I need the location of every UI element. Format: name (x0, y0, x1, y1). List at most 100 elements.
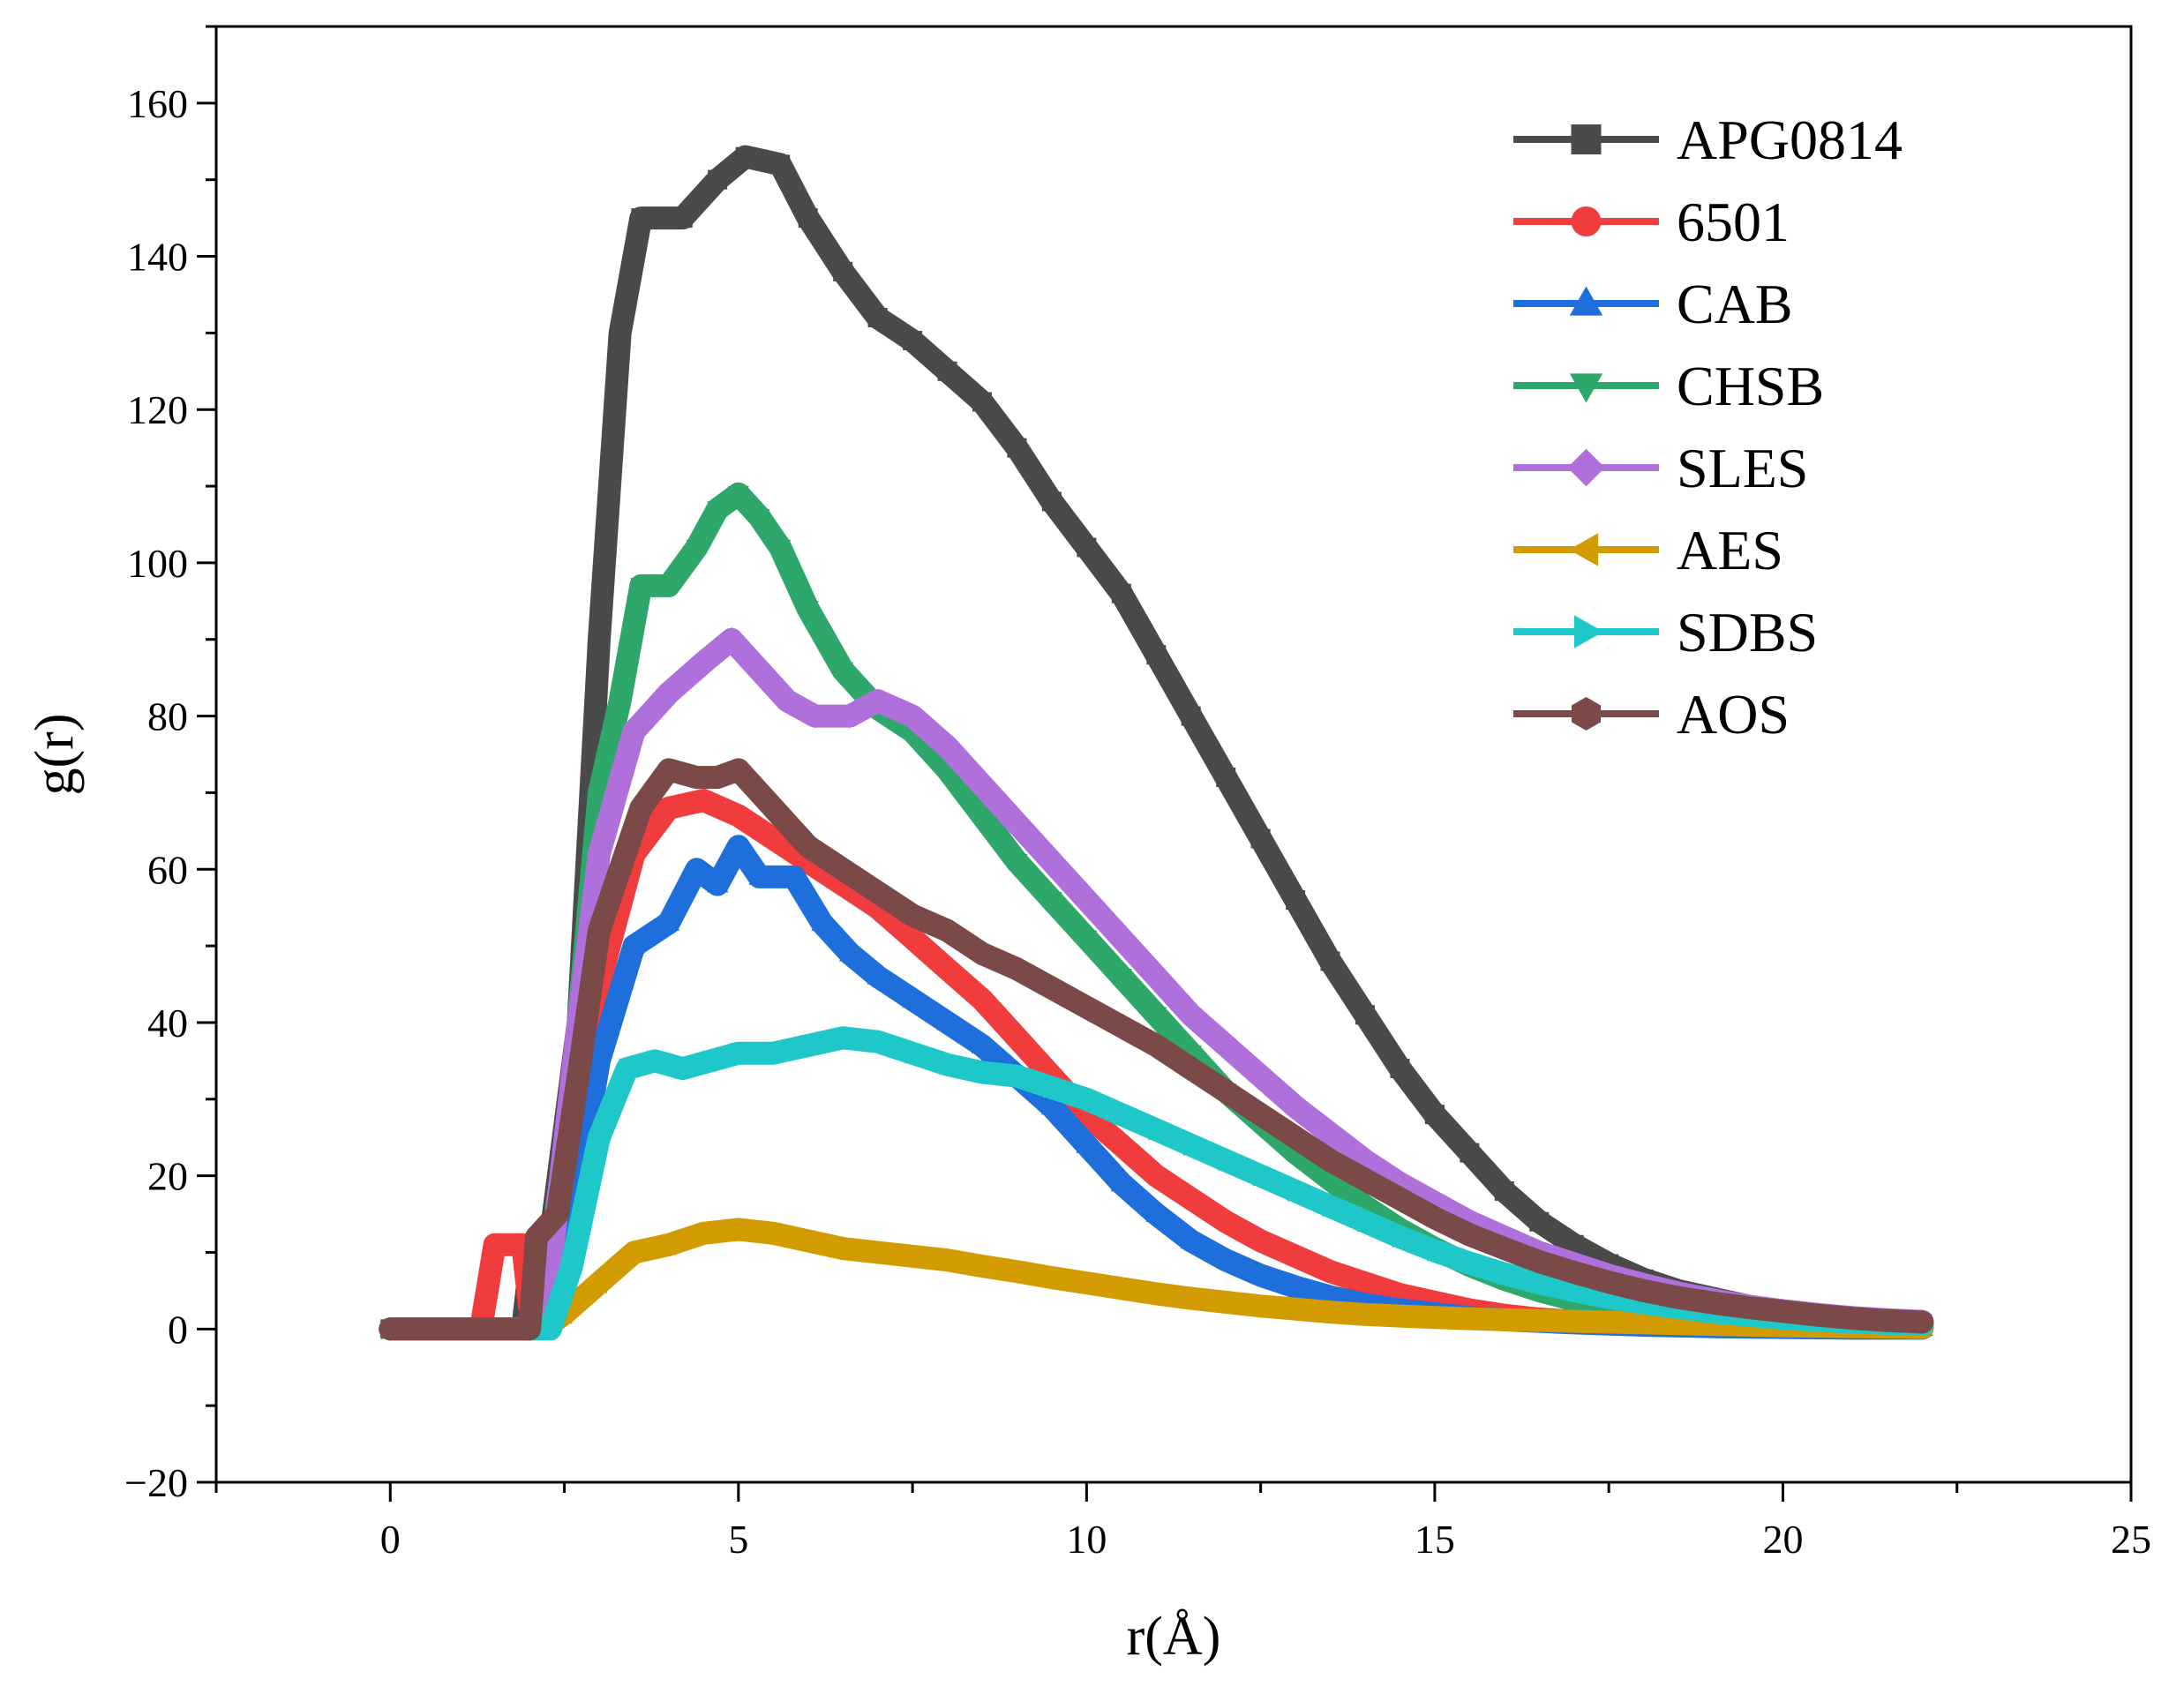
data-point (937, 959, 957, 979)
data-point (591, 1127, 611, 1149)
data-point (1357, 1211, 1377, 1233)
data-point (1388, 1305, 1408, 1327)
x-tick-label: 10 (1066, 1517, 1107, 1562)
data-point (702, 1050, 722, 1072)
data-point (1146, 645, 1167, 665)
data-point (1145, 1203, 1167, 1222)
data-point (1632, 1312, 1652, 1334)
x-tick-label: 0 (380, 1517, 401, 1562)
data-point (1146, 1166, 1167, 1186)
data-point (1284, 1275, 1307, 1295)
data-point (972, 392, 992, 412)
y-tick-label: 140 (127, 235, 188, 280)
data-point (797, 1230, 816, 1252)
data-point (970, 772, 994, 798)
data-point (901, 988, 924, 1008)
data-point (708, 169, 728, 190)
data-point (672, 208, 693, 229)
data-point (1460, 1143, 1480, 1163)
data-point (799, 835, 818, 858)
data-point (802, 703, 828, 729)
data-point (833, 858, 852, 881)
data-point (867, 881, 888, 903)
data-point (1252, 1165, 1272, 1187)
data-point (1078, 1088, 1099, 1110)
data-point (1109, 926, 1134, 951)
data-point (1181, 1188, 1201, 1209)
data-point (833, 261, 853, 281)
data-point (1320, 951, 1340, 971)
data-point (866, 1241, 886, 1263)
data-point (1042, 977, 1062, 1000)
data-point (904, 1042, 924, 1064)
data-point (1039, 849, 1064, 874)
legend-marker (1572, 696, 1601, 731)
data-point (1808, 1304, 1828, 1327)
data-point (1565, 1261, 1584, 1284)
data-point (657, 680, 681, 706)
legend-item-chsb: CHSB (1513, 355, 1824, 417)
data-point (1318, 1301, 1339, 1323)
data-point (568, 1065, 588, 1088)
y-tick-label: 160 (127, 81, 188, 126)
data-point (903, 928, 923, 948)
data-point (903, 904, 922, 926)
data-point (783, 866, 806, 885)
legend-label: AES (1677, 519, 1783, 581)
data-point (686, 858, 708, 878)
data-point (1427, 1240, 1446, 1262)
data-point (1249, 1295, 1269, 1317)
data-point (1213, 1033, 1238, 1058)
data-point (1145, 1007, 1167, 1026)
data-point (719, 626, 744, 652)
y-tick-label: 60 (147, 847, 188, 892)
data-point (765, 1042, 784, 1064)
data-point (1182, 1057, 1201, 1080)
data-point (1495, 1237, 1514, 1260)
data-point (1390, 1059, 1410, 1079)
data-point (674, 1057, 694, 1080)
y-axis-title: g(r) (25, 714, 85, 796)
data-point (484, 1234, 505, 1255)
data-point (1007, 438, 1027, 458)
data-point (797, 601, 819, 620)
x-tick-label: 5 (728, 1517, 748, 1562)
data-point (974, 1061, 994, 1083)
data-point (1181, 706, 1201, 726)
data-point (1216, 1211, 1236, 1232)
data-point (1529, 1250, 1549, 1273)
data-point (657, 911, 680, 931)
data-point (934, 734, 960, 760)
data-point (547, 1203, 567, 1226)
data-point (589, 629, 609, 649)
data-point (749, 782, 769, 804)
data-point (1110, 1278, 1130, 1300)
data-point (867, 965, 889, 985)
data-point (707, 873, 729, 893)
data-point (1633, 1279, 1654, 1302)
data-point (1180, 1287, 1199, 1309)
legend-marker (1571, 124, 1602, 154)
data-point (835, 1027, 854, 1049)
data-point (1320, 1149, 1340, 1172)
data-point (687, 766, 707, 789)
data-point (903, 331, 923, 351)
data-point (623, 934, 645, 954)
tick-layer: 0 5 10 15 20 25 −20 0 20 40 60 80 100 120 140 160 (124, 25, 2151, 1562)
x-tick-label: 15 (1415, 1517, 1455, 1562)
data-point (763, 828, 784, 849)
data-point (1286, 1246, 1306, 1266)
y-tick-label: 0 (168, 1307, 188, 1352)
data-point (609, 693, 631, 712)
data-point (1180, 1229, 1202, 1249)
data-point (1111, 583, 1131, 603)
data-point (1320, 1262, 1340, 1282)
data-point (659, 759, 679, 781)
data-point (731, 1042, 750, 1064)
data-point (380, 1317, 400, 1340)
data-point (727, 835, 749, 855)
y-tick-label: 120 (127, 387, 188, 432)
data-point (1843, 1307, 1863, 1330)
data-point (1773, 1300, 1793, 1323)
